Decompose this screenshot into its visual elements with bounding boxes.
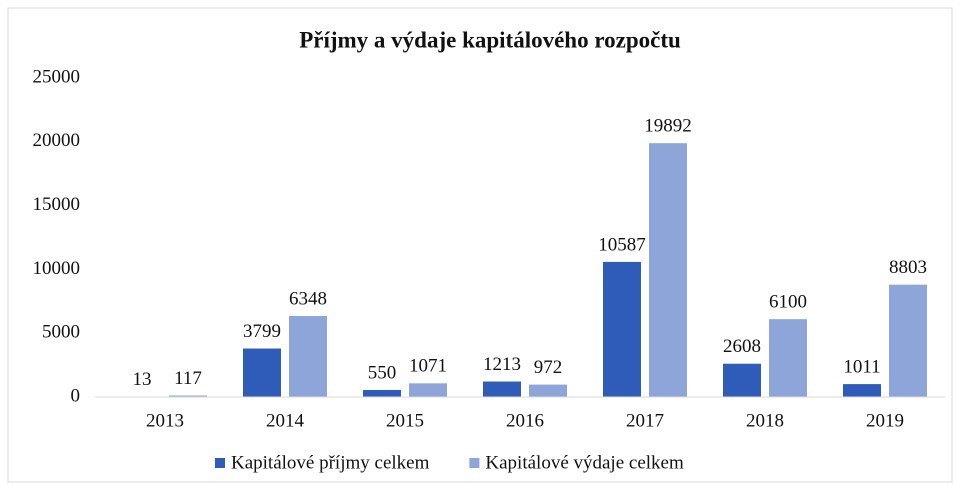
y-tick-label: 0 xyxy=(71,385,81,406)
x-tick-label: 2013 xyxy=(146,410,184,431)
data-label: 550 xyxy=(368,362,397,383)
legend-swatch xyxy=(215,458,225,468)
data-label: 19892 xyxy=(644,116,692,137)
legend-label: Kapitálové příjmy celkem xyxy=(231,452,430,473)
x-tick-label: 2018 xyxy=(746,410,784,431)
bar xyxy=(169,395,207,397)
data-label: 2608 xyxy=(723,336,761,357)
chart-frame xyxy=(7,7,953,483)
bar xyxy=(603,261,641,397)
y-tick-label: 5000 xyxy=(42,322,80,343)
y-tick-label: 20000 xyxy=(33,130,81,151)
data-label: 6348 xyxy=(289,288,327,309)
bar xyxy=(529,384,567,397)
bar xyxy=(483,381,521,397)
legend-label: Kapitálové výdaje celkem xyxy=(485,452,684,473)
x-tick-label: 2019 xyxy=(866,410,904,431)
bar xyxy=(723,363,761,397)
x-tick-label: 2015 xyxy=(386,410,424,431)
data-label: 10587 xyxy=(598,234,646,255)
data-label: 1213 xyxy=(483,354,521,375)
x-tick-label: 2016 xyxy=(506,410,544,431)
x-tick-label: 2017 xyxy=(626,410,664,431)
y-tick-label: 15000 xyxy=(33,194,81,215)
x-tick-label: 2014 xyxy=(266,410,305,431)
data-label: 1071 xyxy=(409,356,447,377)
data-label: 8803 xyxy=(889,257,927,278)
data-label: 1011 xyxy=(843,356,880,377)
bar xyxy=(243,348,281,397)
bar xyxy=(649,143,687,397)
chart-title: Příjmy a výdaje kapitálového rozpočtu xyxy=(299,27,681,52)
bar xyxy=(769,319,807,397)
data-label: 3799 xyxy=(243,321,281,342)
data-label: 6100 xyxy=(769,292,807,313)
bar xyxy=(889,284,927,397)
bar xyxy=(289,315,327,397)
legend-swatch xyxy=(469,458,480,468)
bar xyxy=(409,383,447,397)
bar xyxy=(843,384,881,397)
data-label: 13 xyxy=(133,369,152,390)
data-label: 972 xyxy=(534,357,563,378)
data-label: 117 xyxy=(174,368,202,389)
bar xyxy=(363,389,401,397)
y-tick-label: 25000 xyxy=(33,66,81,87)
y-tick-label: 10000 xyxy=(33,258,81,279)
